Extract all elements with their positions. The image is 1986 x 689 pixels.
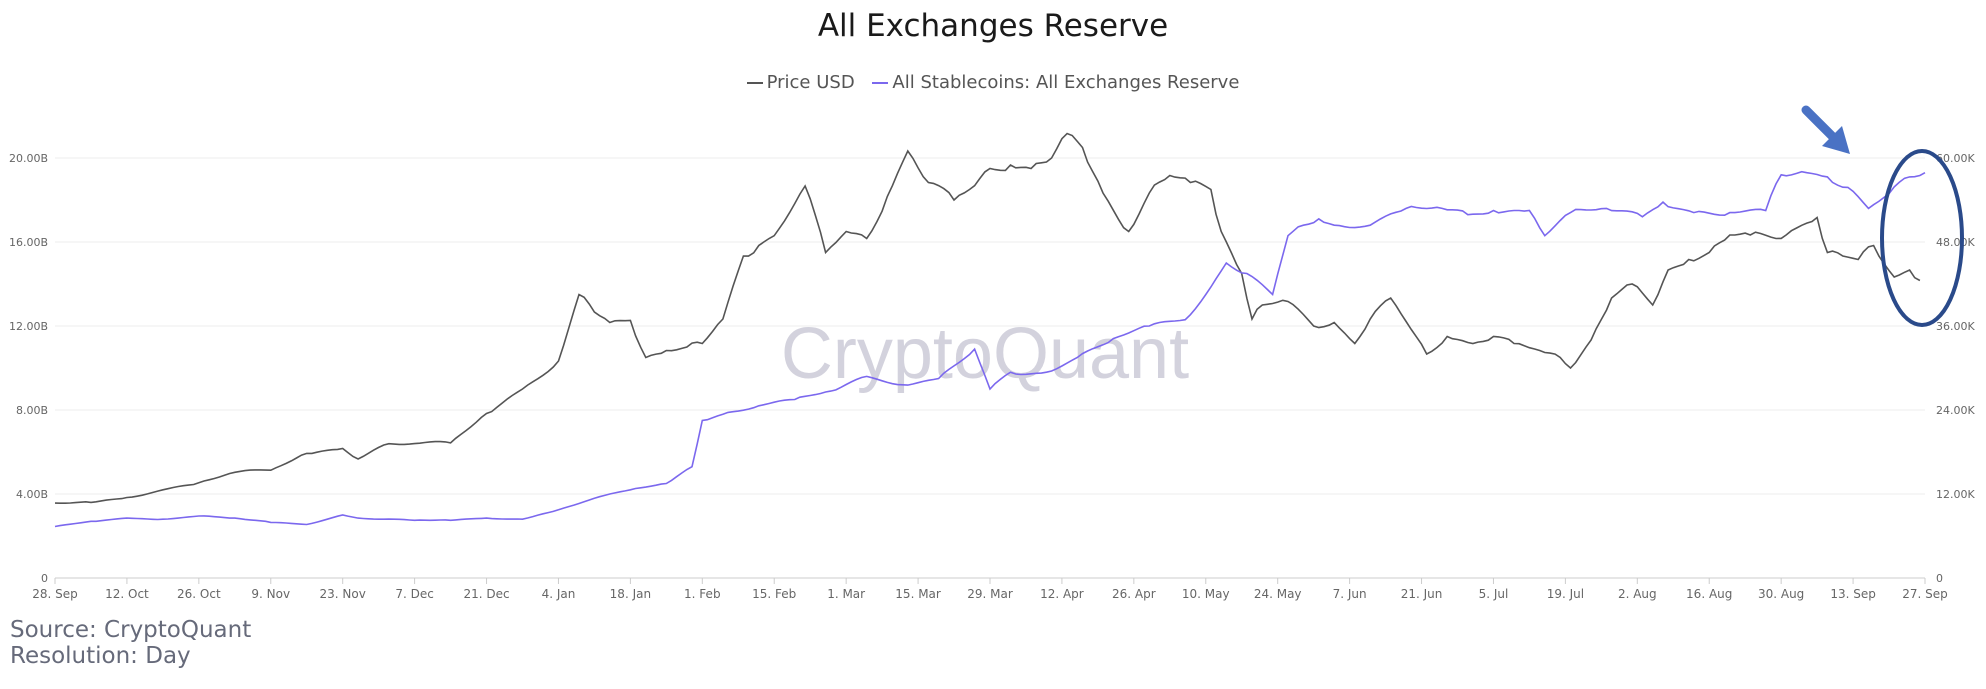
resolution-text: Resolution: Day [10,643,191,669]
legend-label-price: Price USD [766,72,855,93]
x-tick-label: 12. Apr [1040,587,1084,601]
x-tick-label: 15. Mar [895,587,941,601]
y-right-tick-label: 24.00K [1936,404,1975,417]
y-left-tick-label: 0 [41,572,48,585]
y-left-tick-label: 8.00B [16,404,48,417]
x-tick-label: 9. Nov [251,587,290,601]
grid-lines [55,157,1925,579]
chart-plot-area: CryptoQuant 0 4.00B 8.00B 12.00B 16.00B 20.00… [9,105,1976,601]
x-tick-label: 2. Aug [1618,587,1657,601]
x-tick-label: 1. Feb [684,587,721,601]
x-tick-label: 5. Jul [1479,587,1509,601]
legend-label-stablecoins: All Stablecoins: All Exchanges Reserve [892,72,1240,93]
x-tick-label: 16. Aug [1686,587,1732,601]
down-right-arrow-icon [1801,105,1850,154]
legend-swatch-price [746,82,763,84]
y-left-tick-label: 16.00B [9,236,48,249]
series-line-price-usd [54,132,1921,504]
x-tick-label: 26. Apr [1112,587,1156,601]
legend-item-stablecoins[interactable]: All Stablecoins: All Exchanges Reserve [872,72,1239,93]
x-tick-label: 7. Jun [1333,587,1367,601]
x-tick-label: 21. Dec [463,587,509,601]
x-tick-label: 28. Sep [32,587,78,601]
y-left-tick-label: 20.00B [9,152,48,165]
x-tick-label: 30. Aug [1758,587,1804,601]
legend-item-price[interactable]: Price USD [746,72,855,93]
x-tick-label: 19. Jul [1547,587,1584,601]
y-right-tick-label: 36.00K [1936,320,1975,333]
y-left-tick-label: 12.00B [9,320,48,333]
x-tick-label: 26. Oct [177,587,221,601]
x-tick-label: 18. Jan [610,587,651,601]
x-tick-label: 21. Jun [1401,587,1443,601]
x-tick-label: 10. May [1182,587,1230,601]
x-tick-label: 23. Nov [320,587,366,601]
y-right-tick-label: 0 [1936,572,1943,585]
x-tick-label: 7. Dec [395,587,433,601]
legend: Price USD All Stablecoins: All Exchanges… [0,72,1986,93]
x-tick-label: 12. Oct [105,587,149,601]
x-tick-label: 13. Sep [1830,587,1876,601]
x-tick-label: 29. Mar [967,587,1013,601]
y-right-tick-label: 12.00K [1936,488,1975,501]
watermark-text: CryptoQuant [781,314,1189,394]
chart-title: All Exchanges Reserve [817,8,1169,44]
axes: 0 4.00B 8.00B 12.00B 16.00B 20.00B 0 12.00K 24.0… [9,152,1976,601]
source-text: Source: CryptoQuant [10,617,252,643]
annotation-layer [1801,105,1964,327]
series-layer [54,132,1926,528]
y-right-tick-label: 48.00K [1936,236,1975,249]
y-left-tick-label: 4.00B [16,488,48,501]
highlight-ellipse [1880,149,1964,327]
legend-swatch-stablecoins [872,82,889,84]
x-tick-label: 27. Sep [1902,587,1948,601]
series-line-all-stablecoins-all-exchanges-reserve [54,170,1926,528]
x-tick-label: 24. May [1254,587,1302,601]
x-tick-label: 1. Mar [827,587,865,601]
x-tick-label: 4. Jan [542,587,576,601]
x-tick-label: 15. Feb [752,587,796,601]
y-right-tick-label: 60.00K [1936,152,1975,165]
